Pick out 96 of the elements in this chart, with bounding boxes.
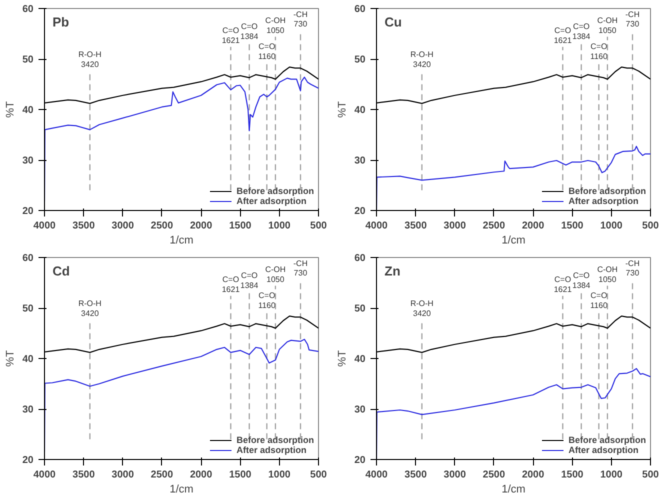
ref-line-label: C=O 1384 [240,22,259,41]
x-tick-label: 4000 [365,220,388,232]
ref-line-label: C=O 1384 [572,22,591,41]
y-tick-label: 20 [22,206,34,217]
ref-line-label: C=O 1160 [590,42,608,62]
y-axis-title: %T [4,350,16,367]
x-tick-label: 1500 [561,220,584,232]
y-tick-label: 30 [22,404,34,416]
y-axis-title: %T [4,100,16,118]
y-tick-label: 30 [354,156,366,166]
y-axis-title: %T [336,100,348,118]
y-tick-label: 60 [22,4,34,15]
ref-line-label: C-OH 1050 [597,16,618,35]
x-tick-label: 4000 [365,470,388,480]
y-tick-label: 50 [22,304,34,314]
x-tick-label: 500 [310,470,328,480]
x-axis-title: 1/cm [502,484,526,496]
ref-line-label: C-OH 1050 [265,264,286,284]
ref-line-label: -CH 730 [293,10,308,29]
x-tick-label: 3500 [404,470,428,480]
x-tick-label: 3000 [444,220,466,232]
ref-line-label: C=O 1384 [572,270,591,290]
x-tick-label: 2500 [482,470,506,480]
ref-line-label: R-O-H 3420 [410,299,434,318]
legend-label: After adsorption [236,445,306,455]
y-tick-label: 50 [22,54,34,66]
x-axis-title: 1/cm [502,234,526,246]
y-tick-label: 40 [354,105,366,116]
text: Cd [52,264,70,278]
legend-label: Before adsorption [236,186,314,196]
x-tick-label: 500 [310,220,328,232]
y-axis-title: %T [336,350,348,367]
x-tick-label: 500 [642,470,660,480]
x-tick-label: 2000 [522,470,545,480]
legend-label: Before adsorption [568,186,646,196]
text: Cu [384,14,402,30]
legend-label: After adsorption [568,196,638,206]
ref-line-label: C=O 1621 [222,274,240,294]
ref-line-label: C=O 1160 [590,291,608,310]
ref-line-label: C=O 1160 [258,291,276,310]
x-tick-label: 3000 [444,470,466,480]
ref-line-label: C=O 1621 [554,26,572,45]
x-tick-label: 2000 [190,470,213,480]
x-tick-label: 1000 [268,220,291,232]
x-tick-label: 2000 [190,220,213,232]
y-tick-label: 50 [354,304,366,314]
ref-line-label: C=O 1621 [554,274,572,294]
y-tick-label: 60 [354,253,366,264]
y-tick-label: 60 [354,4,366,15]
x-tick-label: 2500 [150,220,174,232]
y-tick-label: 40 [22,354,34,365]
ref-line-label: -CH 730 [625,10,640,29]
legend-label: Before adsorption [236,435,314,445]
y-tick-label: 50 [354,54,366,66]
x-tick-label: 3000 [112,220,134,232]
legend-label: After adsorption [568,445,638,455]
x-axis-title: 1/cm [170,234,194,246]
y-tick-label: 30 [354,404,366,416]
y-tick-label: 40 [354,354,366,365]
ref-line-label: R-O-H 3420 [78,299,102,318]
ref-line-label: C=O 1621 [222,26,240,45]
y-tick-label: 40 [22,105,34,116]
x-axis-title: 1/cm [170,484,194,496]
ref-line-label: R-O-H 3420 [78,50,102,70]
x-tick-label: 2500 [150,470,174,480]
y-tick-label: 20 [354,455,366,466]
text: Pb [52,14,70,30]
x-tick-label: 3000 [112,470,134,480]
ref-line-label: C=O 1384 [240,270,259,290]
legend-label: Before adsorption [568,435,646,445]
y-tick-label: 20 [354,206,366,217]
y-tick-label: 60 [22,253,34,264]
x-tick-label: 500 [642,220,660,232]
x-tick-label: 1500 [561,470,584,480]
x-tick-label: 3500 [72,470,96,480]
ref-line-label: -CH 730 [625,258,640,278]
x-tick-label: 3500 [404,220,428,232]
y-tick-label: 30 [22,156,34,166]
x-tick-label: 4000 [33,220,56,232]
legend-label: After adsorption [236,196,306,206]
x-tick-label: 1000 [600,220,623,232]
ref-line-label: C=O 1160 [258,42,276,62]
x-tick-label: 4000 [33,470,56,480]
ref-line-label: C-OH 1050 [597,264,618,284]
x-tick-label: 1500 [229,220,252,232]
x-tick-label: 2500 [482,220,506,232]
x-tick-label: 1000 [600,470,623,480]
x-tick-label: 1000 [268,470,291,480]
x-tick-label: 3500 [72,220,96,232]
y-tick-label: 20 [22,455,34,466]
ref-line-label: R-O-H 3420 [410,50,434,70]
ref-line-label: -CH 730 [293,258,308,278]
x-tick-label: 2000 [522,220,545,232]
x-tick-label: 1500 [229,470,252,480]
ref-line-label: C-OH 1050 [265,16,286,35]
text: Zn [384,264,400,278]
